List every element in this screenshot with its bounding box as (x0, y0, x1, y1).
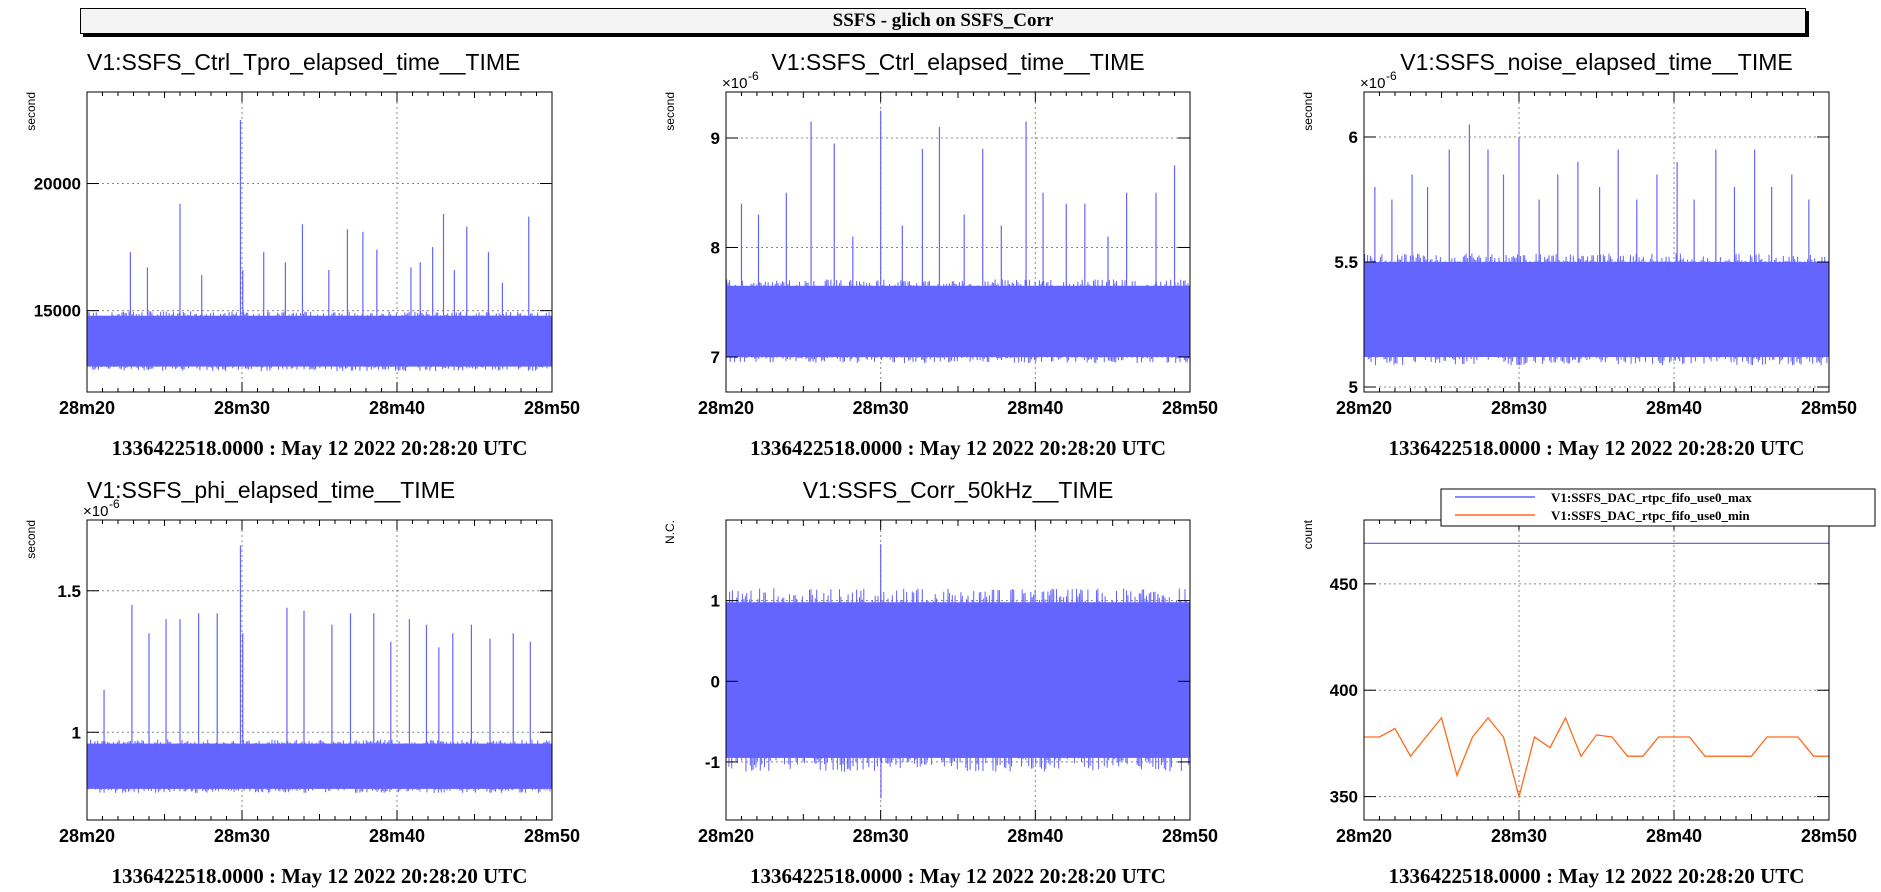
y-tick-label: 1 (72, 723, 81, 742)
chart-panel-5: 28m20 28m30 28m40 28m50 -1 0 1 N.C. V1:SSFS_Corr… (663, 477, 1218, 888)
legend: V1:SSFS_DAC_rtpc_fifo_use0_max V1:SSFS_DA… (1440, 488, 1876, 527)
series-2 (1364, 716, 1829, 800)
exponent-value: -6 (748, 69, 759, 83)
chart-title: V1:SSFS_Ctrl_Tpro_elapsed_time__TIME (87, 49, 520, 75)
x-tick-label: 28m30 (1491, 826, 1547, 846)
x-tick-label: 28m20 (698, 398, 754, 418)
x-tick-label: 28m30 (853, 398, 909, 418)
page-title: SSFS - glich on SSFS_Corr (80, 8, 1806, 34)
y-exponent: ×10 -6 (1360, 69, 1397, 92)
noise-trace (1363, 253, 1830, 366)
y-tick-label: 7 (711, 348, 720, 367)
x-tick-label: 28m50 (1162, 398, 1218, 418)
y-exponent: ×10 -6 (83, 497, 120, 520)
y-tick-label: 450 (1330, 575, 1358, 594)
y-tick-label: 5.5 (1334, 253, 1358, 272)
y-tick-label: 8 (711, 238, 720, 257)
legend-label: V1:SSFS_DAC_rtpc_fifo_use0_min (1551, 508, 1750, 523)
time-label: 1336422518.0000 : May 12 2022 20:28:20 U… (112, 864, 528, 888)
chart-title: V1:SSFS_Corr_50kHz__TIME (803, 477, 1114, 503)
y-tick-label: -1 (705, 753, 720, 772)
series-1 (86, 545, 553, 793)
x-tick-label: 28m20 (1336, 826, 1392, 846)
chart-panel-1: 28m20 28m30 28m40 28m50 15000 20000 second V1:S… (24, 49, 580, 460)
legend-box (1440, 488, 1876, 527)
plot-frame (1363, 519, 1830, 821)
y-tick-label: 350 (1330, 788, 1358, 807)
time-label: 1336422518.0000 : May 12 2022 20:28:20 U… (750, 864, 1166, 888)
y-tick-label: 20000 (34, 175, 81, 194)
series-line (1364, 716, 1829, 800)
x-tick-label: 28m20 (1336, 398, 1392, 418)
exponent-base: ×10 (722, 75, 747, 92)
x-tick-label: 28m40 (369, 398, 425, 418)
chart-panel-4: 28m20 28m30 28m40 28m50 1 1.5 ×10 -6 second V1:SS… (24, 477, 580, 888)
y-axis-label: second (24, 520, 38, 559)
noise-trace (725, 279, 1191, 364)
x-tick-label: 28m30 (214, 826, 270, 846)
time-label: 1336422518.0000 : May 12 2022 20:28:20 U… (1389, 864, 1805, 888)
x-tick-label: 28m20 (59, 398, 115, 418)
noise-trace (86, 311, 553, 372)
series-1 (725, 544, 1191, 799)
x-tick-label: 28m30 (853, 826, 909, 846)
series-1 (725, 110, 1191, 364)
x-tick-label: 28m40 (1646, 398, 1702, 418)
x-tick-label: 28m50 (1801, 398, 1857, 418)
noise-trace (725, 588, 1191, 772)
exponent-base: ×10 (1360, 75, 1385, 92)
x-tick-label: 28m50 (1801, 826, 1857, 846)
y-tick-label: 0 (711, 672, 720, 691)
x-tick-label: 28m40 (1007, 826, 1063, 846)
time-label: 1336422518.0000 : May 12 2022 20:28:20 U… (1389, 436, 1805, 460)
x-tick-label: 28m20 (698, 826, 754, 846)
y-axis-label: N.C. (663, 520, 677, 544)
y-axis-label: second (663, 92, 677, 131)
time-label: 1336422518.0000 : May 12 2022 20:28:20 U… (112, 436, 528, 460)
y-exponent: ×10 -6 (722, 69, 759, 92)
y-tick-label: 400 (1330, 681, 1358, 700)
exponent-value: -6 (109, 497, 120, 511)
y-axis-label: second (24, 92, 38, 131)
x-tick-label: 28m20 (59, 826, 115, 846)
exponent-value: -6 (1386, 69, 1397, 83)
series-1 (1363, 124, 1830, 366)
x-tick-label: 28m50 (524, 826, 580, 846)
x-tick-label: 28m40 (369, 826, 425, 846)
noise-trace (86, 739, 553, 793)
y-tick-label: 1 (711, 592, 720, 611)
y-axis-label: count (1301, 519, 1315, 549)
chart-title: V1:SSFS_phi_elapsed_time__TIME (87, 477, 455, 503)
x-tick-label: 28m50 (1162, 826, 1218, 846)
chart-title: V1:SSFS_Ctrl_elapsed_time__TIME (771, 49, 1144, 75)
chart-panel-3: 28m20 28m30 28m40 28m50 5 5.5 6 ×10 -6 second V1:S… (1301, 49, 1857, 460)
y-tick-label: 6 (1349, 128, 1358, 147)
y-tick-label: 5 (1349, 378, 1358, 397)
legend-label: V1:SSFS_DAC_rtpc_fifo_use0_max (1551, 490, 1752, 505)
y-axis-label: second (1301, 92, 1315, 131)
chart-title: V1:SSFS_noise_elapsed_time__TIME (1400, 49, 1793, 75)
chart-panel-2: 28m20 28m30 28m40 28m50 7 8 9 ×10 -6 second V1:SSF… (663, 49, 1218, 460)
x-tick-label: 28m40 (1007, 398, 1063, 418)
series-1 (86, 119, 553, 372)
x-tick-label: 28m30 (1491, 398, 1547, 418)
chart-panel-6: 28m20 28m30 28m40 28m50 350 400 450 count 133642… (1301, 488, 1876, 888)
x-tick-label: 28m40 (1646, 826, 1702, 846)
x-tick-label: 28m30 (214, 398, 270, 418)
x-tick-label: 28m50 (524, 398, 580, 418)
y-tick-label: 15000 (34, 302, 81, 321)
exponent-base: ×10 (83, 503, 108, 520)
time-label: 1336422518.0000 : May 12 2022 20:28:20 U… (750, 436, 1166, 460)
y-tick-label: 9 (711, 129, 720, 148)
y-tick-label: 1.5 (57, 582, 81, 601)
